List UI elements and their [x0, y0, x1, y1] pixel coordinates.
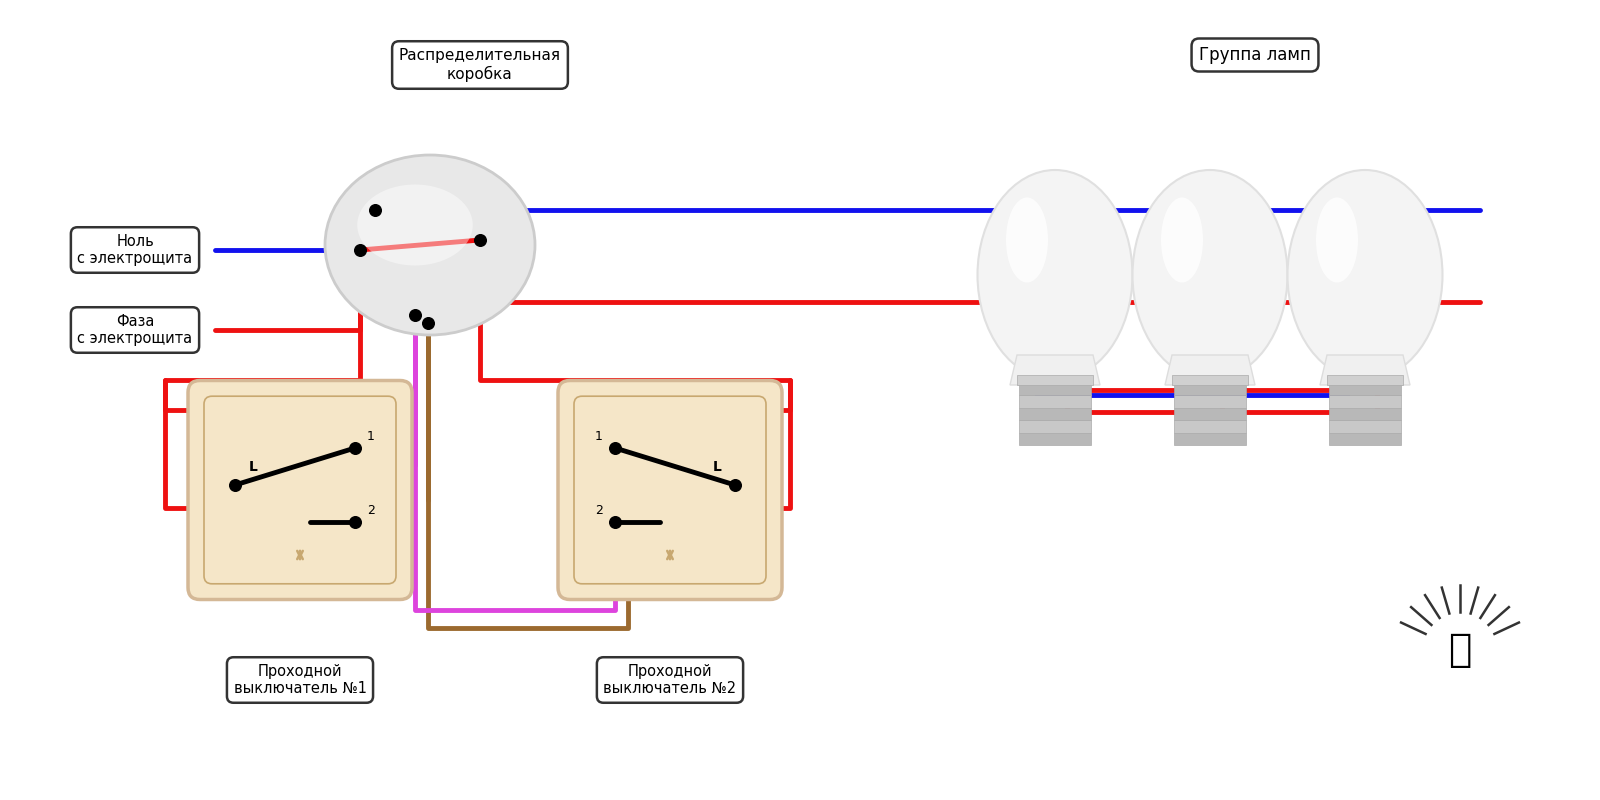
FancyBboxPatch shape	[1330, 383, 1402, 395]
Point	[342, 442, 368, 454]
Point	[467, 234, 493, 246]
Point	[342, 515, 368, 528]
Ellipse shape	[1006, 198, 1048, 282]
Point	[602, 515, 627, 528]
Point	[347, 243, 373, 256]
Ellipse shape	[978, 170, 1133, 380]
FancyBboxPatch shape	[1330, 395, 1402, 408]
Text: Ноль
с электрощита: Ноль с электрощита	[77, 234, 192, 266]
FancyBboxPatch shape	[558, 381, 782, 599]
Point	[362, 203, 387, 216]
Point	[416, 317, 442, 330]
Polygon shape	[1165, 355, 1254, 385]
Point	[222, 478, 248, 491]
FancyBboxPatch shape	[1174, 408, 1246, 420]
Text: Фаза
с электрощита: Фаза с электрощита	[77, 314, 192, 346]
Text: Распределительная
коробка: Распределительная коробка	[398, 48, 562, 82]
Point	[402, 309, 427, 322]
Point	[722, 478, 747, 491]
Ellipse shape	[1162, 198, 1203, 282]
FancyBboxPatch shape	[1174, 395, 1246, 408]
FancyBboxPatch shape	[1019, 408, 1091, 420]
Point	[602, 442, 627, 454]
FancyBboxPatch shape	[1171, 375, 1248, 385]
Ellipse shape	[325, 155, 534, 335]
FancyBboxPatch shape	[1174, 420, 1246, 433]
Polygon shape	[1010, 355, 1101, 385]
FancyBboxPatch shape	[1019, 383, 1091, 395]
FancyBboxPatch shape	[1330, 408, 1402, 420]
Text: 1: 1	[595, 430, 603, 442]
FancyBboxPatch shape	[1330, 420, 1402, 433]
Ellipse shape	[1315, 198, 1358, 282]
Polygon shape	[1320, 355, 1410, 385]
FancyBboxPatch shape	[1019, 420, 1091, 433]
Ellipse shape	[357, 185, 472, 266]
FancyBboxPatch shape	[1019, 433, 1091, 445]
FancyBboxPatch shape	[1330, 433, 1402, 445]
Text: 2: 2	[366, 503, 374, 517]
Text: Проходной
выключатель №2: Проходной выключатель №2	[603, 664, 736, 696]
FancyBboxPatch shape	[1174, 433, 1246, 445]
FancyBboxPatch shape	[189, 381, 413, 599]
Text: 1: 1	[366, 430, 374, 442]
Ellipse shape	[1133, 170, 1288, 380]
FancyBboxPatch shape	[1019, 395, 1091, 408]
FancyBboxPatch shape	[1326, 375, 1403, 385]
Text: L: L	[712, 460, 722, 474]
Text: L: L	[248, 460, 258, 474]
Text: 👏: 👏	[1448, 631, 1472, 669]
Ellipse shape	[1288, 170, 1443, 380]
FancyBboxPatch shape	[1174, 383, 1246, 395]
Text: 2: 2	[595, 503, 603, 517]
Text: Группа ламп: Группа ламп	[1198, 46, 1310, 64]
FancyBboxPatch shape	[1018, 375, 1093, 385]
Text: Проходной
выключатель №1: Проходной выключатель №1	[234, 664, 366, 696]
Ellipse shape	[366, 228, 514, 282]
